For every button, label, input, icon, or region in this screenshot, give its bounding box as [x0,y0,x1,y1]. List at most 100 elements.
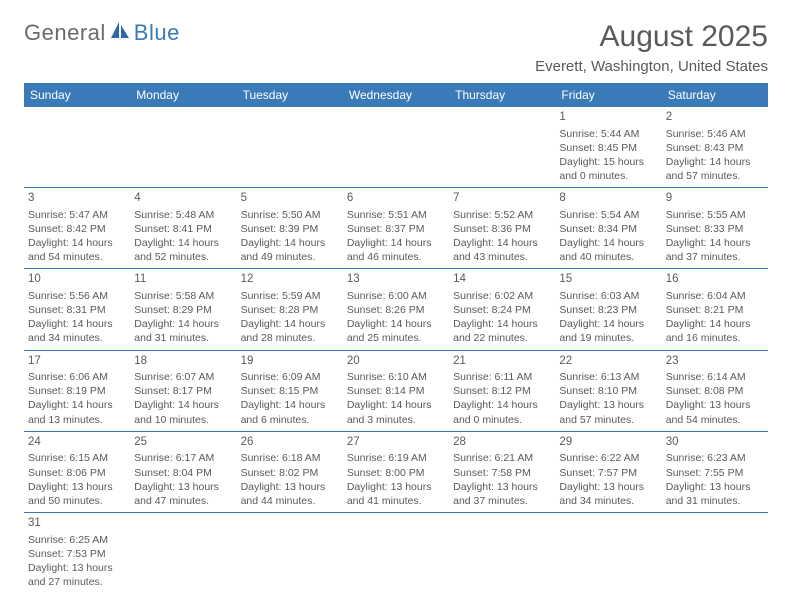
sunrise-text: Sunrise: 5:51 AM [347,208,445,222]
sunrise-text: Sunrise: 5:44 AM [559,127,657,141]
day-number: 10 [28,272,126,288]
day-number: 28 [453,435,551,451]
sunrise-text: Sunrise: 6:06 AM [28,370,126,384]
sunrise-text: Sunrise: 5:48 AM [134,208,232,222]
day-number: 30 [666,435,764,451]
day-number: 19 [241,354,339,370]
sunrise-text: Sunrise: 5:46 AM [666,127,764,141]
sunset-text: Sunset: 8:33 PM [666,222,764,236]
daylight-text: Daylight: 13 hours and 37 minutes. [453,480,551,508]
logo: General Blue [24,20,180,46]
daylight-text: Daylight: 14 hours and 54 minutes. [28,236,126,264]
day-header: Saturday [662,83,768,107]
sunset-text: Sunset: 8:42 PM [28,222,126,236]
sunset-text: Sunset: 8:26 PM [347,303,445,317]
calendar-cell: 3Sunrise: 5:47 AMSunset: 8:42 PMDaylight… [24,188,130,269]
day-number: 15 [559,272,657,288]
calendar-table: Sunday Monday Tuesday Wednesday Thursday… [24,83,768,593]
sunset-text: Sunset: 8:36 PM [453,222,551,236]
sunset-text: Sunset: 7:57 PM [559,466,657,480]
sunset-text: Sunset: 8:34 PM [559,222,657,236]
calendar-cell [237,513,343,594]
calendar-cell: 30Sunrise: 6:23 AMSunset: 7:55 PMDayligh… [662,431,768,512]
calendar-cell: 21Sunrise: 6:11 AMSunset: 8:12 PMDayligh… [449,350,555,431]
calendar-cell: 17Sunrise: 6:06 AMSunset: 8:19 PMDayligh… [24,350,130,431]
calendar-cell: 16Sunrise: 6:04 AMSunset: 8:21 PMDayligh… [662,269,768,350]
day-number: 18 [134,354,232,370]
sunset-text: Sunset: 8:39 PM [241,222,339,236]
daylight-text: Daylight: 13 hours and 27 minutes. [28,561,126,589]
sunrise-text: Sunrise: 6:10 AM [347,370,445,384]
daylight-text: Daylight: 13 hours and 47 minutes. [134,480,232,508]
day-number: 4 [134,191,232,207]
daylight-text: Daylight: 14 hours and 43 minutes. [453,236,551,264]
day-header: Friday [555,83,661,107]
day-number: 24 [28,435,126,451]
calendar-cell [130,107,236,188]
sunset-text: Sunset: 8:02 PM [241,466,339,480]
calendar-cell: 25Sunrise: 6:17 AMSunset: 8:04 PMDayligh… [130,431,236,512]
sunrise-text: Sunrise: 6:15 AM [28,451,126,465]
location: Everett, Washington, United States [535,58,768,75]
daylight-text: Daylight: 14 hours and 0 minutes. [453,398,551,426]
sunset-text: Sunset: 8:00 PM [347,466,445,480]
daylight-text: Daylight: 14 hours and 16 minutes. [666,317,764,345]
calendar-cell: 29Sunrise: 6:22 AMSunset: 7:57 PMDayligh… [555,431,661,512]
day-number: 6 [347,191,445,207]
month-title: August 2025 [535,20,768,54]
sunset-text: Sunset: 8:24 PM [453,303,551,317]
calendar-cell [555,513,661,594]
day-number: 8 [559,191,657,207]
day-number: 16 [666,272,764,288]
calendar-cell: 19Sunrise: 6:09 AMSunset: 8:15 PMDayligh… [237,350,343,431]
calendar-cell: 12Sunrise: 5:59 AMSunset: 8:28 PMDayligh… [237,269,343,350]
calendar-cell: 1Sunrise: 5:44 AMSunset: 8:45 PMDaylight… [555,107,661,188]
header: General Blue August 2025 Everett, Washin… [24,20,768,75]
day-header: Wednesday [343,83,449,107]
logo-text-general: General [24,20,106,46]
day-number: 22 [559,354,657,370]
calendar-cell [662,513,768,594]
calendar-cell [130,513,236,594]
calendar-cell: 26Sunrise: 6:18 AMSunset: 8:02 PMDayligh… [237,431,343,512]
day-number: 11 [134,272,232,288]
calendar-cell [449,513,555,594]
sunset-text: Sunset: 8:29 PM [134,303,232,317]
calendar-row: 3Sunrise: 5:47 AMSunset: 8:42 PMDaylight… [24,188,768,269]
sunset-text: Sunset: 8:04 PM [134,466,232,480]
day-number: 5 [241,191,339,207]
sunrise-text: Sunrise: 5:56 AM [28,289,126,303]
calendar-cell: 24Sunrise: 6:15 AMSunset: 8:06 PMDayligh… [24,431,130,512]
calendar-cell: 5Sunrise: 5:50 AMSunset: 8:39 PMDaylight… [237,188,343,269]
sunrise-text: Sunrise: 6:17 AM [134,451,232,465]
sunset-text: Sunset: 8:31 PM [28,303,126,317]
calendar-cell: 14Sunrise: 6:02 AMSunset: 8:24 PMDayligh… [449,269,555,350]
day-number: 21 [453,354,551,370]
daylight-text: Daylight: 13 hours and 54 minutes. [666,398,764,426]
sunrise-text: Sunrise: 6:11 AM [453,370,551,384]
day-header: Thursday [449,83,555,107]
calendar-cell: 2Sunrise: 5:46 AMSunset: 8:43 PMDaylight… [662,107,768,188]
sunset-text: Sunset: 7:58 PM [453,466,551,480]
sunrise-text: Sunrise: 6:21 AM [453,451,551,465]
calendar-cell: 27Sunrise: 6:19 AMSunset: 8:00 PMDayligh… [343,431,449,512]
day-number: 1 [559,110,657,126]
calendar-cell: 20Sunrise: 6:10 AMSunset: 8:14 PMDayligh… [343,350,449,431]
day-number: 12 [241,272,339,288]
calendar-row: 10Sunrise: 5:56 AMSunset: 8:31 PM Dayligh… [24,269,768,350]
daylight-text: Daylight: 14 hours and 46 minutes. [347,236,445,264]
calendar-cell: 10Sunrise: 5:56 AMSunset: 8:31 PMDayligh… [24,269,130,350]
day-number: 29 [559,435,657,451]
calendar-cell: 11Sunrise: 5:58 AMSunset: 8:29 PMDayligh… [130,269,236,350]
calendar-cell: 9Sunrise: 5:55 AMSunset: 8:33 PMDaylight… [662,188,768,269]
sunset-text: Sunset: 8:43 PM [666,141,764,155]
day-number: 17 [28,354,126,370]
daylight-text: Daylight: 14 hours and 3 minutes. [347,398,445,426]
sunrise-text: Sunrise: 5:47 AM [28,208,126,222]
day-number: 31 [28,516,126,532]
sunset-text: Sunset: 8:21 PM [666,303,764,317]
sunset-text: Sunset: 8:37 PM [347,222,445,236]
sunrise-text: Sunrise: 5:54 AM [559,208,657,222]
calendar-cell: 7Sunrise: 5:52 AMSunset: 8:36 PMDaylight… [449,188,555,269]
day-number: 27 [347,435,445,451]
